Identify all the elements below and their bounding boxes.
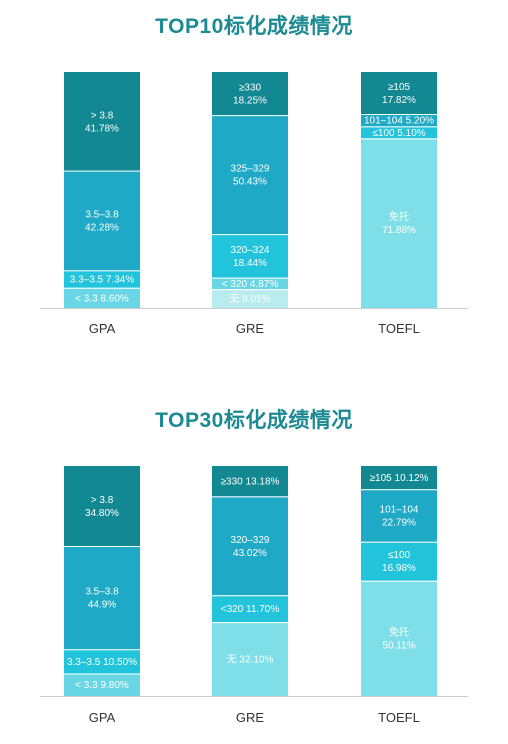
segment-range-label: 320–329 <box>231 535 270 546</box>
bar-segment-gpa-1 <box>64 170 140 271</box>
bar-segment-gpa-0 <box>64 466 140 547</box>
segment-range-label: 320–324 <box>231 245 270 256</box>
segment-percent-label: 34.80% <box>85 508 119 519</box>
segment-label: ≥330 13.18% <box>221 477 280 488</box>
bar-segment-gpa-2 <box>64 270 140 288</box>
bar-segment-gpa-3 <box>64 673 140 696</box>
bar-segment-gre-4 <box>212 289 288 308</box>
bar-segment-gre-0 <box>212 72 288 116</box>
x-tick-label-gpa: GPA <box>89 321 116 336</box>
segment-percent-label: 44.9% <box>88 600 116 611</box>
bar-segment-gre-3 <box>212 622 288 696</box>
bar-segment-gre-2 <box>212 234 288 278</box>
segment-range-label: ≤100 <box>388 550 411 561</box>
segment-range-label: ≥330 <box>239 83 262 94</box>
stacked-bar-chart-top30: > 3.8 34.80% 3.5–3.8 44.9% 3.3–3.5 10.50% < 3… <box>40 466 468 725</box>
segment-label: 无 32.10% <box>227 655 274 666</box>
segment-label: 101–104 5.20% <box>364 116 434 127</box>
segment-label: 3.3–3.5 7.34% <box>70 275 135 286</box>
bar-segment-toefl-1 <box>361 114 437 127</box>
segment-percent-label: 16.98% <box>382 563 416 574</box>
x-tick-label-gre: GRE <box>236 710 265 725</box>
bar-segment-toefl-2 <box>361 126 437 139</box>
segment-range-label: 325–329 <box>231 164 270 175</box>
segment-label: ≤100 5.10% <box>372 128 425 139</box>
bar-segment-toefl-1 <box>361 489 437 542</box>
x-tick-label-toefl: TOEFL <box>378 710 420 725</box>
bar-segment-gre-1 <box>212 496 288 596</box>
bar-segment-toefl-3 <box>361 580 437 696</box>
segment-range-label: > 3.8 <box>91 495 114 506</box>
segment-range-label: 3.5–3.8 <box>85 209 119 220</box>
bar-segment-gre-0 <box>212 466 288 497</box>
segment-range-label: 101–104 <box>380 504 419 515</box>
segment-percent-label: 18.44% <box>233 258 267 269</box>
segment-percent-label: 17.82% <box>382 95 416 106</box>
x-tick-label-gre: GRE <box>236 321 265 336</box>
chart-panel-top10: TOP10标化成绩情况 > 3.8 41.78% 3.5–3.8 42.28% 3.3–… <box>0 10 508 350</box>
segment-percent-label: 42.28% <box>85 222 119 233</box>
bar-segment-gre-3 <box>212 277 288 290</box>
x-tick-label-gpa: GPA <box>89 710 116 725</box>
segment-percent-label: 43.02% <box>233 548 267 559</box>
x-tick-label-toefl: TOEFL <box>378 321 420 336</box>
segment-range-label: 免托 <box>389 210 409 223</box>
chart-title-top10: TOP10标化成绩情况 <box>155 15 353 38</box>
segment-label: 无 8.01% <box>229 294 270 305</box>
bar-segment-gpa-2 <box>64 649 140 674</box>
bar-segment-toefl-0 <box>361 72 437 115</box>
chart-panel-top30: TOP30标化成绩情况 > 3.8 34.80% 3.5–3.8 44.9% 3.3–3… <box>0 404 508 737</box>
segment-label: < 3.3 8.60% <box>75 293 129 304</box>
segment-label: <320 11.70% <box>221 604 280 615</box>
segment-percent-label: 41.78% <box>85 123 119 134</box>
bar-segment-toefl-2 <box>361 541 437 581</box>
chart-title-top30: TOP30标化成绩情况 <box>155 409 353 432</box>
segment-label: 3.3–3.5 10.50% <box>67 657 137 668</box>
segment-label: ≥105 10.12% <box>370 473 429 484</box>
segment-percent-label: 18.25% <box>233 96 267 107</box>
segment-range-label: > 3.8 <box>91 110 114 121</box>
bar-segment-gpa-1 <box>64 546 140 650</box>
stacked-bar-chart-top10: > 3.8 41.78% 3.5–3.8 42.28% 3.3–3.5 7.34% < 3… <box>40 72 468 336</box>
segment-range-label: 3.5–3.8 <box>85 587 119 598</box>
bar-segment-gre-2 <box>212 595 288 623</box>
segment-range-label: ≥105 <box>388 82 411 93</box>
segment-label: < 3.3 9.80% <box>75 680 129 691</box>
segment-percent-label: 22.79% <box>382 517 416 528</box>
bar-segment-gre-1 <box>212 115 288 235</box>
segment-percent-label: 71.88% <box>382 225 416 236</box>
bar-segment-gpa-3 <box>64 287 140 308</box>
bar-segment-toefl-0 <box>361 466 437 490</box>
bar-segment-toefl-3 <box>361 138 437 308</box>
segment-range-label: 免托 <box>389 625 409 638</box>
segment-percent-label: 50.11% <box>382 640 415 651</box>
bar-segment-gpa-0 <box>64 72 140 171</box>
segment-label: < 320 4.87% <box>222 279 279 290</box>
segment-percent-label: 50.43% <box>233 177 267 188</box>
